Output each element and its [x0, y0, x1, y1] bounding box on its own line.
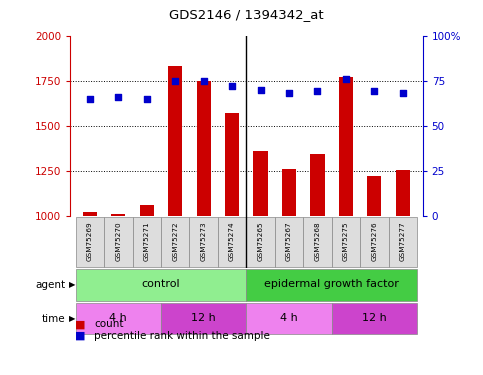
FancyBboxPatch shape: [76, 270, 246, 300]
Text: GSM75268: GSM75268: [314, 221, 320, 261]
FancyBboxPatch shape: [189, 217, 218, 267]
Point: [256, 87, 264, 93]
Point: [114, 94, 122, 100]
Bar: [140, 205, 154, 216]
Bar: [197, 81, 211, 216]
FancyBboxPatch shape: [246, 217, 275, 267]
Text: GSM75277: GSM75277: [400, 221, 406, 261]
Point: [143, 96, 151, 102]
Point: [200, 78, 208, 84]
Text: 4 h: 4 h: [110, 313, 127, 323]
Bar: [225, 113, 239, 216]
FancyBboxPatch shape: [303, 217, 332, 267]
Text: GSM75267: GSM75267: [286, 221, 292, 261]
FancyBboxPatch shape: [360, 217, 388, 267]
Text: GSM75270: GSM75270: [115, 221, 121, 261]
FancyBboxPatch shape: [133, 217, 161, 267]
Bar: [339, 77, 353, 216]
Text: time: time: [42, 314, 65, 324]
Text: GSM75274: GSM75274: [229, 221, 235, 261]
FancyBboxPatch shape: [104, 217, 133, 267]
Bar: [254, 151, 268, 216]
Bar: [282, 169, 296, 216]
Point: [313, 88, 321, 94]
FancyBboxPatch shape: [388, 217, 417, 267]
Point: [86, 96, 94, 102]
Text: GSM75269: GSM75269: [87, 221, 93, 261]
Bar: [168, 66, 183, 216]
Text: GSM75272: GSM75272: [172, 221, 178, 261]
FancyBboxPatch shape: [246, 303, 332, 334]
FancyBboxPatch shape: [218, 217, 246, 267]
FancyBboxPatch shape: [76, 303, 161, 334]
Text: 12 h: 12 h: [191, 313, 216, 323]
Point: [399, 90, 407, 96]
FancyBboxPatch shape: [76, 217, 104, 267]
Point: [285, 90, 293, 96]
Bar: [83, 212, 97, 216]
Point: [228, 83, 236, 89]
Point: [370, 88, 378, 94]
Point: [171, 78, 179, 84]
FancyBboxPatch shape: [275, 217, 303, 267]
Text: GSM75275: GSM75275: [343, 221, 349, 261]
Bar: [367, 176, 382, 216]
Text: agent: agent: [35, 280, 65, 290]
Point: [342, 76, 350, 82]
Text: ■: ■: [75, 331, 85, 340]
Bar: [310, 154, 325, 216]
Text: ■: ■: [75, 320, 85, 329]
Text: GSM75271: GSM75271: [144, 221, 150, 261]
FancyBboxPatch shape: [332, 303, 417, 334]
FancyBboxPatch shape: [332, 217, 360, 267]
Text: control: control: [142, 279, 180, 290]
FancyBboxPatch shape: [161, 217, 189, 267]
Text: GSM75273: GSM75273: [200, 221, 207, 261]
Text: ▶: ▶: [69, 280, 75, 290]
Text: GSM75265: GSM75265: [257, 221, 264, 261]
Text: GDS2146 / 1394342_at: GDS2146 / 1394342_at: [169, 8, 324, 21]
FancyBboxPatch shape: [161, 303, 246, 334]
Text: percentile rank within the sample: percentile rank within the sample: [94, 331, 270, 340]
Text: GSM75276: GSM75276: [371, 221, 377, 261]
FancyBboxPatch shape: [246, 270, 417, 300]
Text: 12 h: 12 h: [362, 313, 387, 323]
Bar: [111, 214, 126, 216]
Text: count: count: [94, 320, 124, 329]
Text: ▶: ▶: [69, 314, 75, 323]
Bar: [396, 170, 410, 216]
Text: epidermal growth factor: epidermal growth factor: [264, 279, 399, 290]
Text: 4 h: 4 h: [280, 313, 298, 323]
